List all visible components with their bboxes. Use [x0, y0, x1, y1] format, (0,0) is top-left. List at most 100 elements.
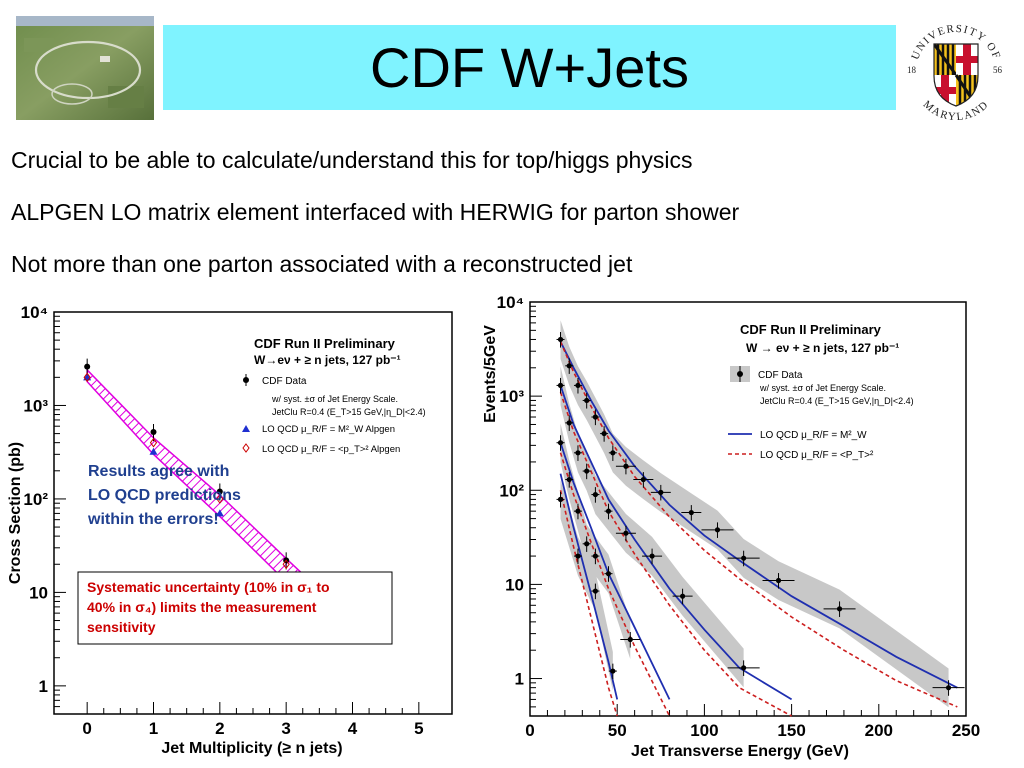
cross-section-plot: 1 10 10² 10³ 10⁴ 0 1 2 3 4 5 Jet Multiplicity (≥ n …: [0, 298, 460, 766]
data-point: [601, 430, 607, 437]
x-tick-label: 200: [865, 721, 893, 740]
legend-entry: CDF Data: [262, 376, 307, 387]
data-point: [557, 496, 564, 502]
data-point: [623, 530, 629, 536]
annotation-agree-line: Results agree with: [88, 463, 229, 480]
data-point: [623, 463, 629, 469]
data-point: [610, 450, 616, 456]
data-point: [592, 553, 598, 559]
x-axis-label: Jet Transverse Energy (GeV): [631, 743, 849, 760]
x-axis-label: Jet Multiplicity (≥ n jets): [161, 740, 342, 757]
data-point: [84, 363, 91, 370]
y-tick-label: 10²: [499, 481, 524, 500]
x-tick-label: 0: [82, 719, 91, 738]
legend-subtitle: W → eν + ≥ n jets, 127 pb⁻¹: [746, 341, 899, 355]
bullet-line-1: Crucial to be able to calculate/understa…: [11, 147, 693, 173]
legend-triangle-marker: [242, 425, 250, 432]
data-point: [584, 541, 590, 547]
seal-year-left: 18: [907, 65, 917, 75]
data-point: [741, 665, 747, 671]
lo-qcd-mw-marker: [215, 509, 224, 517]
y-tick-label: 10³: [23, 396, 48, 415]
data-point: [557, 440, 564, 446]
data-point: [741, 555, 747, 561]
legend-entry: w/ syst. ±σ of Jet Energy Scale.: [271, 394, 398, 404]
lo-qcd-pt-curve: [559, 391, 792, 717]
x-tick-label: 250: [952, 721, 980, 740]
tevatron-aerial-photo: [16, 16, 154, 120]
x-tick-label: 50: [608, 721, 627, 740]
data-point: [836, 606, 843, 612]
data-point: [566, 476, 572, 483]
data-point: [150, 429, 157, 436]
legend-diamond-marker: [242, 443, 250, 453]
lo-qcd-mw-curve: [559, 473, 619, 700]
annotation-syst-line: 40% in σ₄) limits the measurement: [87, 599, 317, 615]
data-point: [605, 571, 612, 577]
data-point: [775, 577, 782, 584]
legend-entry: LO QCD μ_R/F = M²_W: [760, 430, 867, 441]
x-tick-label: 1: [149, 719, 158, 738]
legend-entry: LO QCD μ_R/F = <P_T>²: [760, 450, 874, 461]
data-point: [557, 336, 564, 343]
legend-entry: JetClu R=0.4 (E_T>15 GeV,|η_D|<2.4): [760, 396, 914, 406]
systematic-band: [560, 480, 613, 691]
y-tick-label: 10: [29, 583, 48, 602]
y-tick-label: 10³: [499, 387, 524, 406]
title-banner: CDF W+Jets: [163, 25, 896, 110]
plot-frame: [529, 301, 967, 717]
legend-title: CDF Run II Preliminary: [254, 336, 396, 351]
data-point: [566, 420, 572, 426]
legend-subtitle: W→eν + ≥ n jets, 127 pb⁻¹: [254, 353, 401, 367]
y-tick-label: 1: [515, 670, 524, 689]
legend-entry: w/ syst. ±σ of Jet Energy Scale.: [759, 383, 886, 393]
legend-entry: JetClu R=0.4 (E_T>15 GeV,|η_D|<2.4): [272, 407, 426, 417]
data-point: [216, 488, 223, 495]
lo-qcd-mw-marker: [149, 447, 158, 455]
data-point: [627, 636, 633, 643]
bullet-line-2: ALPGEN LO matrix element interfaced with…: [11, 199, 740, 225]
x-tick-label: 3: [281, 719, 290, 738]
annotation-syst-line: Systematic uncertainty (10% in σ₁ to: [87, 579, 330, 595]
slide-title: CDF W+Jets: [370, 36, 689, 99]
legend-entry: LO QCD μ_R/F = <p_T>² Alpgen: [262, 444, 400, 455]
lo-qcd-pt-marker: [149, 437, 158, 448]
bullet-line-3: Not more than one parton associated with…: [11, 251, 633, 277]
x-tick-label: 100: [690, 721, 718, 740]
data-point: [575, 508, 581, 514]
legend-title: CDF Run II Preliminary: [740, 322, 882, 337]
data-point: [584, 468, 590, 474]
data-point: [640, 476, 646, 483]
y-tick-label: 1: [39, 677, 48, 696]
legend-entry: CDF Data: [758, 370, 803, 381]
lo-qcd-pt-marker: [216, 494, 224, 504]
data-point: [584, 397, 590, 404]
data-point: [575, 553, 581, 559]
lo-qcd-pt-marker: [282, 559, 290, 570]
data-point: [592, 414, 598, 420]
plot-background: [0, 298, 460, 766]
data-point: [680, 593, 686, 599]
data-point: [605, 508, 612, 514]
seal-year-right: 56: [993, 65, 1003, 75]
y-axis-label: Events/5GeV: [482, 325, 499, 423]
systematic-band: [560, 366, 744, 688]
y-tick-label: 10²: [23, 490, 48, 509]
x-tick-label: 150: [777, 721, 805, 740]
legend-entry: LO QCD μ_R/F = M²_W Alpgen: [262, 424, 395, 435]
data-point: [688, 509, 694, 516]
lo-qcd-pt-curve: [559, 490, 618, 717]
systematic-band: [560, 320, 949, 708]
x-tick-label: 2: [215, 719, 224, 738]
data-point: [592, 588, 598, 594]
university-of-maryland-seal: UNIVERSITY OF MARYLAND 18 56: [907, 23, 1003, 120]
data-point: [575, 382, 581, 389]
y-tick-label: 10⁴: [21, 303, 48, 322]
x-tick-label: 4: [348, 719, 358, 738]
annotation-syst-line: sensitivity: [87, 619, 156, 635]
data-point: [575, 450, 581, 456]
lo-qcd-pt-marker: [83, 372, 91, 383]
y-tick-label: 10: [505, 575, 524, 594]
data-point: [557, 382, 564, 389]
annotation-agree-line: within the errors!: [87, 511, 219, 528]
